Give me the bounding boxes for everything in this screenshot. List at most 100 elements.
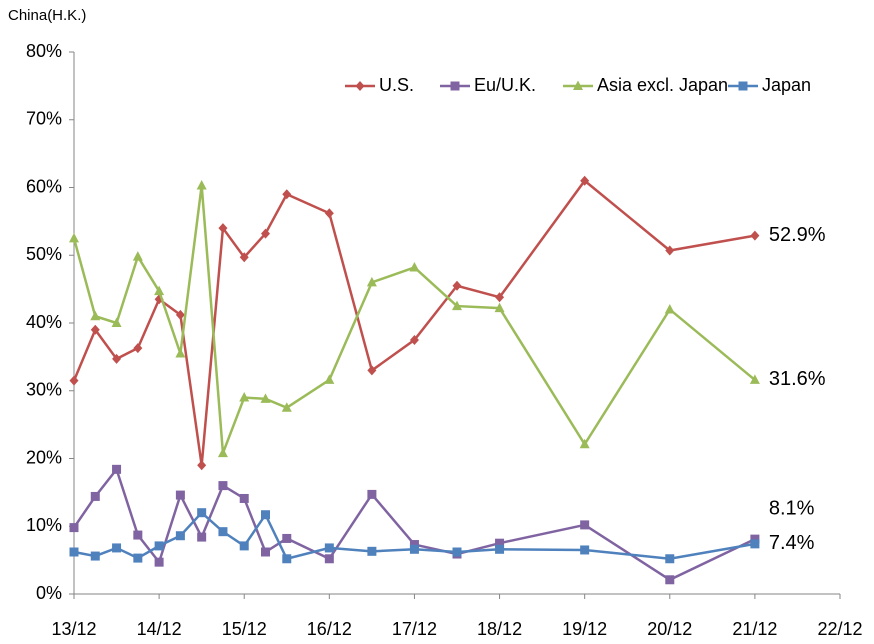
marker (282, 533, 292, 543)
marker (154, 557, 164, 567)
marker (261, 228, 270, 239)
x-tick-label: 20/12 (647, 619, 692, 639)
marker (409, 334, 419, 345)
marker (367, 546, 377, 556)
marker (90, 310, 101, 321)
y-tick-label: 50% (26, 244, 62, 264)
marker (112, 464, 122, 474)
data-label: 8.1% (769, 497, 815, 519)
marker (133, 343, 143, 354)
y-tick-label: 80% (26, 41, 62, 61)
marker (218, 481, 228, 491)
marker (495, 292, 505, 303)
marker (154, 541, 164, 551)
marker (452, 547, 462, 557)
marker (239, 392, 250, 402)
marker (260, 393, 271, 403)
x-tick-label: 16/12 (307, 619, 352, 639)
x-tick-label: 15/12 (222, 619, 267, 639)
marker (450, 81, 460, 91)
marker (69, 547, 79, 557)
data-label: 52.9% (769, 224, 826, 246)
marker (218, 223, 228, 234)
marker (197, 460, 207, 471)
marker (133, 530, 143, 540)
marker (495, 538, 505, 548)
marker (154, 285, 165, 296)
marker (494, 302, 505, 313)
marker (90, 491, 100, 501)
y-tick-label: 10% (26, 515, 62, 535)
marker (111, 317, 122, 327)
x-tick-label: 19/12 (562, 619, 607, 639)
y-tick-label: 40% (26, 312, 62, 332)
marker (239, 252, 249, 263)
marker (90, 324, 100, 335)
marker (579, 438, 590, 449)
marker (409, 544, 419, 554)
marker (409, 261, 420, 272)
marker (112, 543, 122, 553)
marker (573, 80, 583, 90)
marker (665, 554, 675, 564)
marker (175, 490, 185, 500)
marker (664, 303, 675, 314)
marker (282, 554, 292, 564)
series-line (72, 185, 756, 454)
marker (580, 545, 590, 555)
marker (749, 374, 760, 384)
marker (452, 300, 462, 311)
y-tick-label: 20% (26, 447, 62, 467)
marker (261, 547, 270, 557)
series-line (72, 466, 756, 582)
marker (281, 402, 292, 412)
marker (750, 534, 760, 544)
marker (355, 81, 365, 91)
marker (452, 280, 462, 291)
marker (409, 540, 419, 550)
marker (217, 447, 228, 458)
y-tick-label: 30% (26, 380, 62, 400)
marker (175, 347, 186, 358)
marker (367, 489, 377, 499)
marker (665, 245, 675, 256)
marker (580, 520, 590, 530)
x-tick-label: 17/12 (392, 619, 437, 639)
y-tick-label: 0% (36, 583, 62, 603)
marker (324, 543, 334, 553)
marker (112, 353, 122, 364)
legend-label: Japan (762, 75, 811, 95)
legend-label: U.S. (379, 75, 414, 95)
x-tick-label: 13/12 (51, 619, 96, 639)
y-tick-label: 60% (26, 176, 62, 196)
marker (367, 365, 377, 376)
marker (261, 510, 270, 520)
legend-label: Asia excl. Japan (597, 75, 728, 95)
marker (495, 544, 505, 554)
marker (133, 553, 143, 563)
legend-label: Eu/U.K. (474, 75, 536, 95)
marker (69, 232, 79, 243)
marker (197, 532, 207, 542)
x-tick-label: 14/12 (137, 619, 182, 639)
marker (175, 531, 185, 541)
marker (69, 523, 79, 533)
data-label: 31.6% (769, 368, 826, 390)
marker (239, 493, 249, 503)
marker (324, 208, 334, 219)
marker (132, 251, 143, 261)
marker (197, 508, 207, 518)
chart-title: China(H.K.) (8, 7, 86, 24)
marker (175, 309, 185, 320)
marker (282, 189, 292, 200)
marker (324, 554, 334, 564)
marker (366, 276, 377, 287)
marker (665, 575, 675, 585)
x-tick-label: 21/12 (732, 619, 777, 639)
marker (69, 375, 79, 386)
marker (196, 179, 207, 190)
marker (738, 81, 748, 91)
marker (218, 527, 228, 537)
marker (90, 551, 100, 561)
